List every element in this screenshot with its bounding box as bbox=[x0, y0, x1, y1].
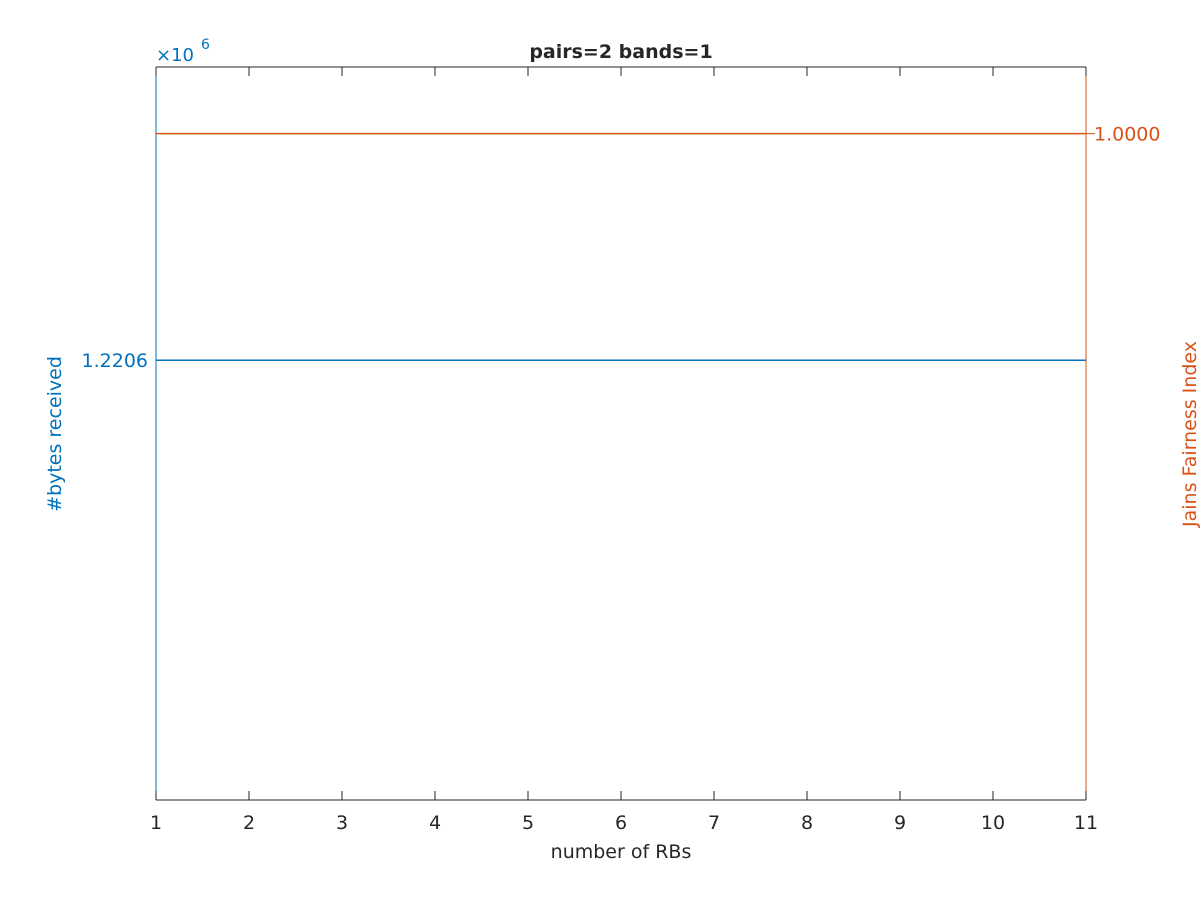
y-exponent-power: 6 bbox=[201, 37, 210, 53]
x-tick-label: 9 bbox=[894, 812, 906, 834]
x-tick-label: 2 bbox=[243, 812, 255, 834]
x-tick-label: 6 bbox=[615, 812, 627, 834]
x-tick-label: 1 bbox=[150, 812, 162, 834]
x-tick-label: 4 bbox=[429, 812, 441, 834]
x-tick-label: 11 bbox=[1074, 812, 1098, 834]
x-tick-label: 7 bbox=[708, 812, 720, 834]
x-tick-label: 8 bbox=[801, 812, 813, 834]
y-tick-label: 1.2206 bbox=[82, 350, 148, 372]
y-exponent-base: ×10 bbox=[156, 45, 194, 66]
x-axis-label: number of RBs bbox=[551, 841, 692, 863]
x-tick-label: 3 bbox=[336, 812, 348, 834]
y2-axis-label: Jains Fairness Index bbox=[1179, 341, 1200, 528]
x-tick-label: 5 bbox=[522, 812, 534, 834]
y-axis-label: #bytes received bbox=[44, 356, 66, 512]
x-tick-label: 10 bbox=[981, 812, 1005, 834]
y2-tick-label: 1.0000 bbox=[1094, 124, 1160, 146]
chart-title: pairs=2 bands=1 bbox=[529, 41, 712, 63]
